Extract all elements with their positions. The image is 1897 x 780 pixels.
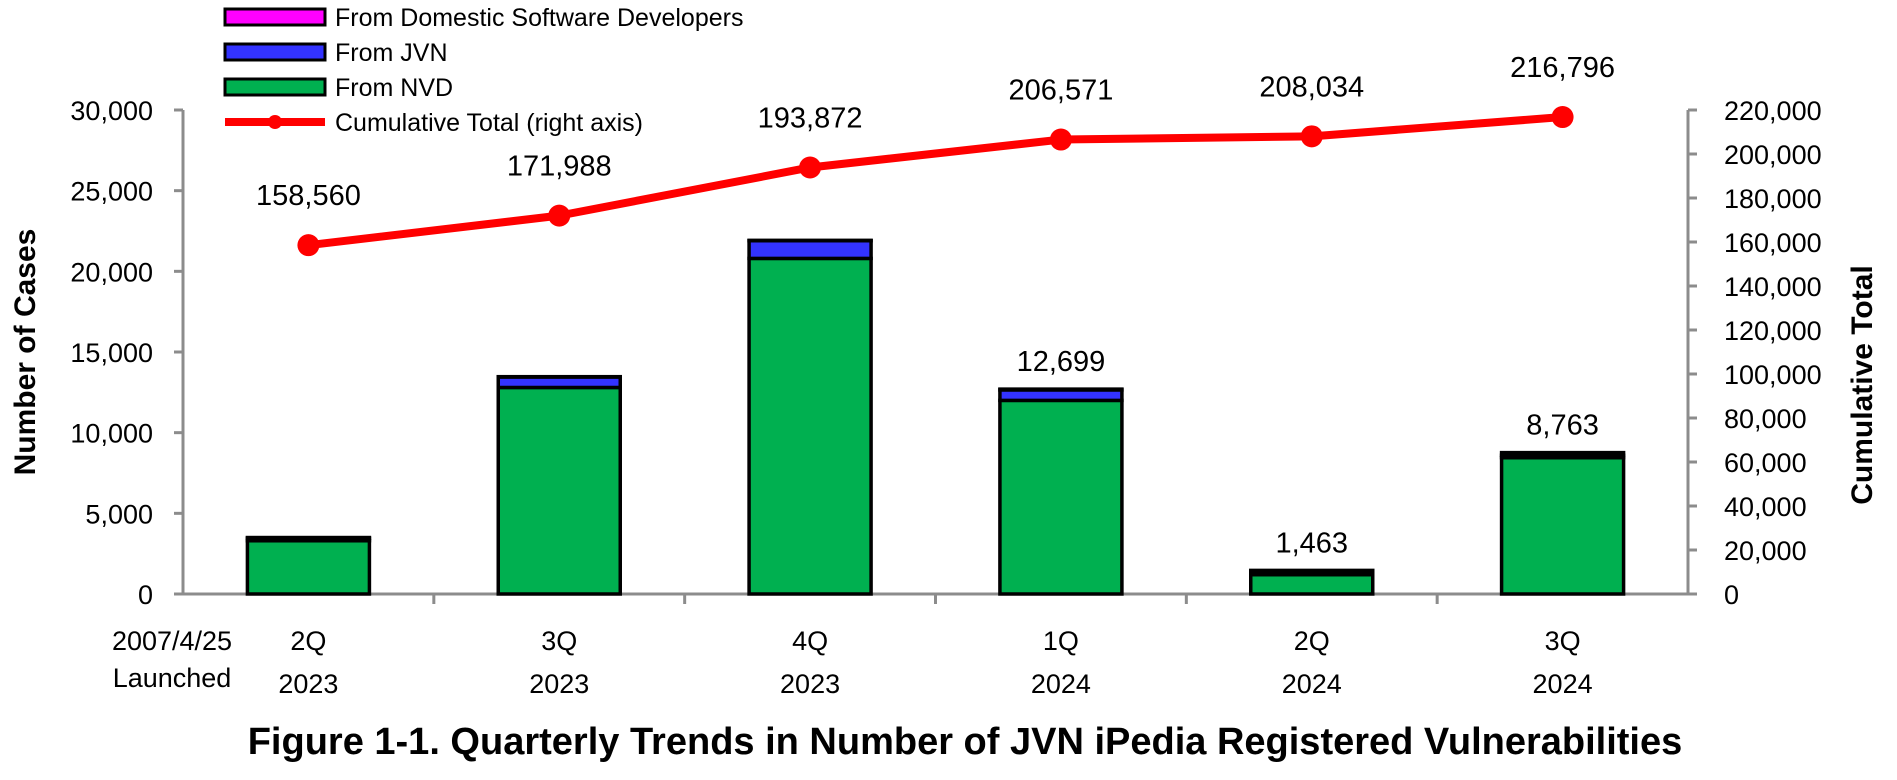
y-tick-left-label: 5,000: [85, 499, 153, 529]
x-tick-label-year: 2024: [1533, 669, 1593, 699]
cumulative-line-path: [307, 113, 1563, 250]
y-tick-left-label: 15,000: [70, 338, 153, 368]
cumulative-label: 158,560: [256, 180, 361, 212]
cumulative-point: [1551, 106, 1574, 129]
bar-segment: [1499, 455, 1626, 596]
y-tick-right-label: 20,000: [1724, 536, 1807, 566]
bar-segment: [496, 385, 622, 596]
legend-swatch: [223, 42, 327, 62]
legend-label: From JVN: [335, 39, 448, 67]
launch-note-line-1: 2007/4/25: [112, 626, 232, 656]
cumulative-point: [1300, 125, 1323, 148]
cumulative-line: [297, 106, 1574, 257]
bar-segment: [998, 398, 1124, 596]
x-tick-label-year: 2023: [278, 669, 338, 699]
y-tick-right-label: 200,000: [1724, 140, 1822, 170]
legend-label: From Domestic Software Developers: [335, 4, 743, 32]
x-tick-label-year: 2024: [1282, 669, 1342, 699]
bar-total-label: 1,463: [1275, 527, 1348, 559]
cumulative-point: [1049, 128, 1072, 151]
y-tick-right-label: 160,000: [1724, 228, 1822, 258]
bar-segment: [1249, 568, 1375, 576]
cumulative-point: [548, 204, 571, 227]
y-tick-right-label: 100,000: [1724, 360, 1822, 390]
x-tick-label-year: 2023: [780, 669, 840, 699]
x-tick-label-quarter: 2Q: [1294, 626, 1330, 656]
bar-segment: [998, 387, 1124, 392]
bar-total-label: 8,763: [1526, 410, 1599, 442]
launch-note-line-2: Launched: [113, 663, 232, 693]
bar-segment: [245, 535, 372, 541]
y-tick-right-label: 120,000: [1724, 316, 1822, 346]
y-tick-right-label: 40,000: [1724, 492, 1807, 522]
cumulative-label: 208,034: [1259, 71, 1364, 103]
figure-caption: Figure 1-1. Quarterly Trends in Number o…: [248, 721, 1683, 763]
x-tick-label-quarter: 3Q: [1545, 626, 1581, 656]
y-tick-left-label: 20,000: [70, 257, 153, 287]
y-tick-right-label: 180,000: [1724, 184, 1822, 214]
x-tick-label-quarter: 3Q: [541, 626, 577, 656]
bar-segment: [1249, 572, 1375, 596]
y-tick-right-label: 80,000: [1724, 404, 1807, 434]
bar-segment: [1499, 450, 1626, 458]
legend-swatch: [223, 7, 327, 27]
y-tick-right-label: 140,000: [1724, 272, 1822, 302]
y-tick-left-label: 0: [138, 580, 153, 610]
y-axis-title-right: Cumulative Total: [1846, 265, 1879, 504]
y-tick-left-label: 10,000: [70, 419, 153, 449]
bars: [245, 238, 1626, 596]
y-tick-left-label: 30,000: [70, 96, 153, 126]
data-labels: 12,699 1,463 8,763 158,560 171,988 193,872 206…: [256, 52, 1615, 559]
legend: From Domestic Software Developers From JV…: [223, 4, 743, 137]
cumulative-point: [799, 156, 822, 179]
cumulative-label: 206,571: [1009, 75, 1114, 107]
cumulative-point: [297, 234, 320, 257]
cumulative-label: 216,796: [1510, 52, 1615, 84]
bar-total-label: 12,699: [1017, 346, 1106, 378]
y-tick-right-label: 220,000: [1724, 96, 1822, 126]
cumulative-label: 171,988: [507, 151, 612, 183]
y-tick-right-label: 0: [1724, 580, 1739, 610]
x-tick-label-quarter: 1Q: [1043, 626, 1079, 656]
legend-label: From NVD: [335, 74, 453, 102]
y-axis-title-left: Number of Cases: [9, 229, 42, 476]
bar-segment: [245, 539, 372, 596]
axes: 0 5,000 10,000 15,000 20,000 25,000 30,000 0 20,…: [70, 96, 1821, 699]
y-tick-right-label: 60,000: [1724, 448, 1807, 478]
x-tick-label-quarter: 4Q: [792, 626, 828, 656]
cumulative-label: 193,872: [758, 102, 863, 134]
bar-segment: [747, 256, 873, 596]
y-tick-left-label: 25,000: [70, 177, 153, 207]
x-tick-label-year: 2023: [529, 669, 589, 699]
x-tick-label-year: 2024: [1031, 669, 1091, 699]
legend-swatch: [223, 77, 327, 97]
bar-segment: [747, 238, 873, 261]
x-tick-label-quarter: 2Q: [290, 626, 326, 656]
legend-line-marker: [268, 115, 282, 129]
legend-label: Cumulative Total (right axis): [335, 109, 643, 137]
